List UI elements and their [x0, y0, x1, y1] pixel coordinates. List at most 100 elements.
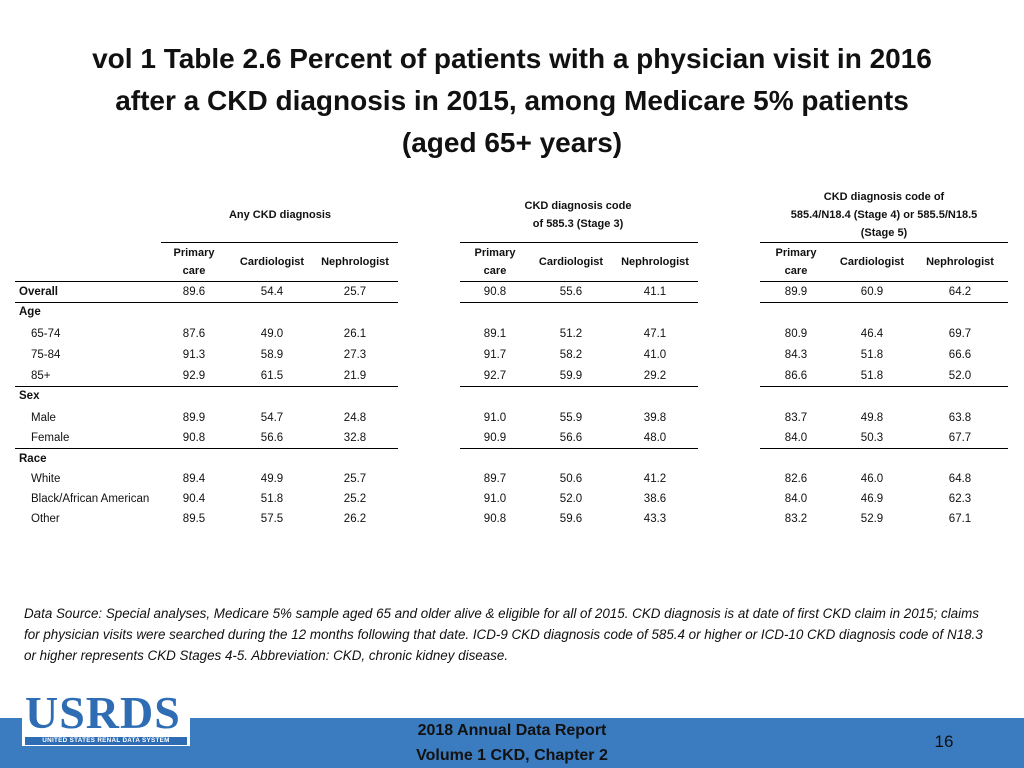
row-label: Black/African American	[31, 493, 150, 505]
table-cell: 66.6	[948, 349, 972, 361]
group-header-line: CKD diagnosis code	[524, 200, 632, 212]
table-cell: 90.8	[182, 432, 206, 444]
table-cell: 92.7	[483, 370, 507, 382]
table-cell: 89.9	[182, 412, 206, 424]
section-rule	[460, 386, 698, 387]
table-cell: 47.1	[643, 328, 667, 340]
row-label: Race	[19, 453, 47, 465]
group-rule	[161, 242, 398, 243]
group-rule	[760, 242, 1008, 243]
section-rule	[15, 302, 398, 303]
table-cell: 67.7	[948, 432, 972, 444]
table-cell: 59.9	[559, 370, 583, 382]
row-label: Other	[31, 513, 60, 525]
table-cell: 48.0	[643, 432, 667, 444]
table-cell: 91.7	[483, 349, 507, 361]
table-cell: 58.2	[559, 349, 583, 361]
report-line-2: Volume 1 CKD, Chapter 2	[416, 747, 608, 764]
row-label: 75-84	[31, 349, 61, 361]
table-cell: 49.8	[860, 412, 884, 424]
table-cell: 41.0	[643, 349, 667, 361]
row-label: Female	[31, 432, 70, 444]
row-label: 85+	[31, 370, 51, 382]
column-header-line: Nephrologist	[321, 256, 389, 268]
section-rule	[760, 302, 1008, 303]
usrds-logo: USRDS UNITED STATES RENAL DATA SYSTEM	[22, 690, 190, 746]
column-header: Nephrologist	[610, 253, 700, 271]
table-cell: 43.3	[643, 513, 667, 525]
table-cell: 56.6	[559, 432, 583, 444]
header-rule	[460, 281, 698, 282]
table-cell: 56.6	[260, 432, 284, 444]
table-cell: 90.4	[182, 493, 206, 505]
table-cell: 82.6	[784, 473, 808, 485]
column-header: Nephrologist	[310, 253, 400, 271]
table-cell: 54.7	[260, 412, 284, 424]
column-header: Cardiologist	[227, 253, 317, 271]
table-cell: 62.3	[948, 493, 972, 505]
column-header-line: care	[182, 265, 206, 277]
section-rule	[460, 448, 698, 449]
column-header-line: Primary	[173, 247, 215, 259]
table-cell: 46.9	[860, 493, 884, 505]
table-cell: 38.6	[643, 493, 667, 505]
table-cell: 58.9	[260, 349, 284, 361]
group-header-line: Any CKD diagnosis	[228, 209, 332, 221]
table-cell: 80.9	[784, 328, 808, 340]
row-label: Male	[31, 412, 56, 424]
table-cell: 52.0	[948, 370, 972, 382]
table-cell: 46.0	[860, 473, 884, 485]
table-cell: 25.2	[343, 493, 367, 505]
table-cell: 67.1	[948, 513, 972, 525]
table-cell: 89.9	[784, 286, 808, 298]
table-cell: 25.7	[343, 286, 367, 298]
table-cell: 27.3	[343, 349, 367, 361]
table-cell: 51.8	[260, 493, 284, 505]
row-label: Age	[19, 306, 41, 318]
section-rule	[760, 448, 1008, 449]
row-label: 65-74	[31, 328, 61, 340]
table-cell: 90.8	[483, 286, 507, 298]
table-cell: 61.5	[260, 370, 284, 382]
table-cell: 60.9	[860, 286, 884, 298]
title-line-2: after a CKD diagnosis in 2015, among Med…	[115, 85, 909, 116]
report-label: 2018 Annual Data Report Volume 1 CKD, Ch…	[362, 718, 662, 768]
title-line-1: vol 1 Table 2.6 Percent of patients with…	[92, 43, 932, 74]
table-cell: 86.6	[784, 370, 808, 382]
table-cell: 87.6	[182, 328, 206, 340]
table-cell: 55.9	[559, 412, 583, 424]
column-header: Cardiologist	[827, 253, 917, 271]
table-cell: 84.0	[784, 432, 808, 444]
table-cell: 50.3	[860, 432, 884, 444]
table-cell: 83.2	[784, 513, 808, 525]
column-header-line: Primary	[474, 247, 516, 259]
table-cell: 24.8	[343, 412, 367, 424]
column-header-line: Cardiologist	[839, 256, 905, 268]
group-header-line: of 585.3 (Stage 3)	[532, 218, 624, 230]
table-cell: 26.1	[343, 328, 367, 340]
section-rule	[15, 448, 398, 449]
page-number: 16	[934, 732, 954, 751]
logo-text: USRDS	[25, 687, 181, 738]
table-cell: 52.9	[860, 513, 884, 525]
section-rule	[15, 386, 398, 387]
table-cell: 84.0	[784, 493, 808, 505]
table-cell: 63.8	[948, 412, 972, 424]
page-title: vol 1 Table 2.6 Percent of patients with…	[40, 38, 984, 164]
header-rule	[760, 281, 1008, 282]
table-cell: 89.4	[182, 473, 206, 485]
column-header-line: care	[784, 265, 808, 277]
table-cell: 49.0	[260, 328, 284, 340]
table-cell: 50.6	[559, 473, 583, 485]
table-cell: 32.8	[343, 432, 367, 444]
section-rule	[760, 386, 1008, 387]
column-header-line: Cardiologist	[538, 256, 604, 268]
table-cell: 55.6	[559, 286, 583, 298]
table-cell: 64.2	[948, 286, 972, 298]
row-label: Sex	[19, 390, 40, 402]
table-cell: 91.0	[483, 412, 507, 424]
table-cell: 51.8	[860, 370, 884, 382]
title-line-3: (aged 65+ years)	[401, 127, 623, 158]
table-cell: 69.7	[948, 328, 972, 340]
row-label: White	[31, 473, 61, 485]
